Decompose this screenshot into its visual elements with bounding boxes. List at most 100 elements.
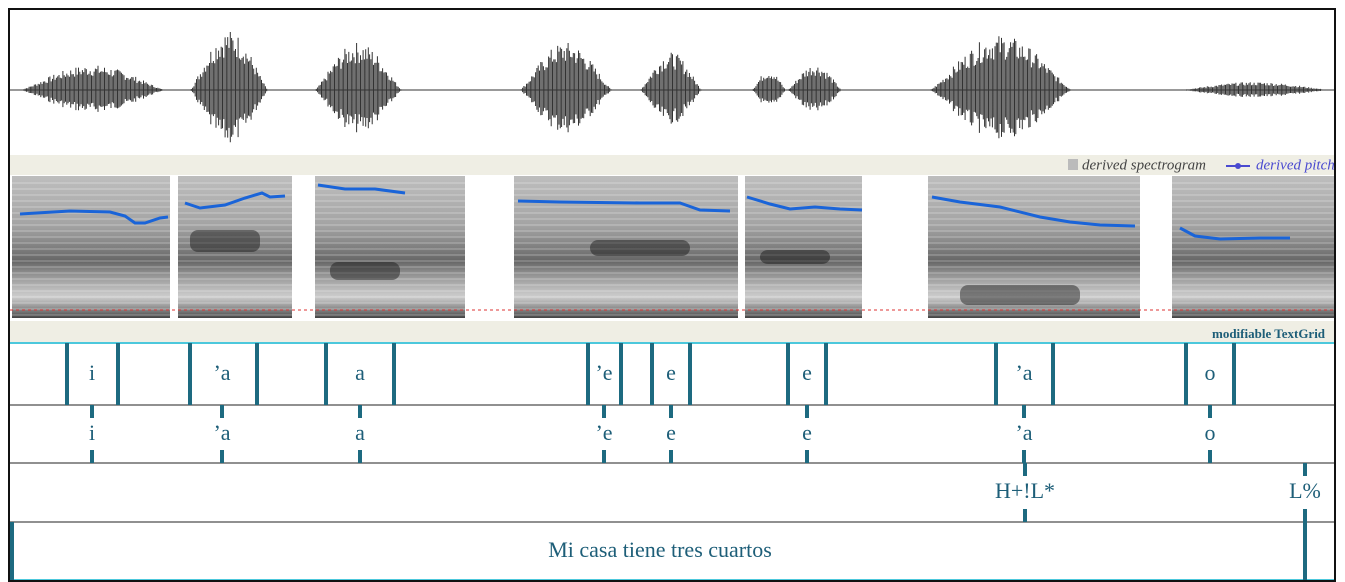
formant-band — [315, 296, 465, 298]
formant-band — [1172, 314, 1335, 316]
formant-band — [315, 218, 465, 220]
formant-band — [12, 200, 170, 202]
point-label: i — [89, 420, 95, 445]
formant-band — [12, 302, 170, 304]
page: derived spectrogram derived pitch modifi… — [0, 0, 1345, 582]
interval-label: a — [355, 360, 365, 385]
point-label: o — [1205, 420, 1216, 445]
formant-band — [315, 182, 465, 184]
formant-band — [178, 212, 292, 214]
pitch-legend: derived pitch — [1256, 157, 1335, 173]
formant-band — [178, 254, 292, 256]
formant-band — [1172, 242, 1335, 244]
formant-band — [178, 302, 292, 304]
formant-band — [1172, 218, 1335, 220]
formant-band — [315, 230, 465, 232]
formant-band — [178, 188, 292, 190]
formant-band — [178, 260, 292, 262]
formant-dark — [330, 262, 400, 280]
formant-band — [12, 272, 170, 274]
formant-band — [178, 266, 292, 268]
formant-band — [1172, 254, 1335, 256]
formant-band — [315, 254, 465, 256]
formant-band — [928, 230, 1140, 232]
formant-band — [12, 242, 170, 244]
formant-band — [315, 224, 465, 226]
formant-band — [1172, 188, 1335, 190]
point-label: ’a — [213, 420, 230, 445]
formant-band — [12, 236, 170, 238]
formant-band — [12, 254, 170, 256]
formant-band — [1172, 200, 1335, 202]
pitch-legend-dot — [1235, 163, 1241, 169]
formant-band — [514, 212, 738, 214]
formant-band — [745, 224, 862, 226]
formant-dark — [590, 240, 690, 256]
formant-band — [514, 266, 738, 268]
interval-label: ’a — [1015, 360, 1032, 385]
formant-band — [928, 182, 1140, 184]
formant-band — [315, 290, 465, 292]
formant-band — [514, 182, 738, 184]
formant-band — [12, 194, 170, 196]
formant-band — [178, 272, 292, 274]
formant-band — [12, 314, 170, 316]
formant-band — [745, 278, 862, 280]
interval-label: e — [666, 360, 676, 385]
formant-band — [178, 278, 292, 280]
formant-band — [178, 218, 292, 220]
formant-band — [745, 230, 862, 232]
formant-band — [514, 194, 738, 196]
textgrid-header — [10, 321, 1335, 343]
formant-band — [1172, 272, 1335, 274]
formant-dark — [190, 230, 260, 252]
formant-band — [745, 242, 862, 244]
interval-label: ’e — [595, 360, 612, 385]
formant-band — [928, 248, 1140, 250]
formant-band — [1172, 296, 1335, 298]
formant-band — [1172, 224, 1335, 226]
formant-band — [928, 278, 1140, 280]
formant-band — [1172, 260, 1335, 262]
formant-band — [514, 290, 738, 292]
formant-band — [1172, 182, 1335, 184]
formant-band — [315, 242, 465, 244]
formant-band — [745, 266, 862, 268]
formant-band — [1172, 230, 1335, 232]
formant-band — [12, 188, 170, 190]
formant-band — [514, 272, 738, 274]
praat-window: derived spectrogram derived pitch modifi… — [0, 0, 1345, 582]
formant-band — [12, 230, 170, 232]
formant-band — [315, 260, 465, 262]
formant-band — [1172, 206, 1335, 208]
formant-band — [745, 296, 862, 298]
point-label: e — [666, 420, 676, 445]
point-label: ’e — [595, 420, 612, 445]
formant-band — [928, 266, 1140, 268]
formant-band — [928, 260, 1140, 262]
formant-band — [1172, 302, 1335, 304]
formant-band — [745, 302, 862, 304]
spectrogram-legend-icon — [1068, 159, 1078, 170]
formant-band — [745, 218, 862, 220]
formant-dark — [960, 285, 1080, 305]
formant-band — [12, 224, 170, 226]
formant-band — [514, 284, 738, 286]
formant-band — [1172, 284, 1335, 286]
formant-band — [178, 314, 292, 316]
formant-band — [928, 188, 1140, 190]
formant-band — [928, 314, 1140, 316]
interval-label: e — [802, 360, 812, 385]
spectrogram-legend: derived spectrogram — [1082, 157, 1206, 173]
formant-band — [12, 278, 170, 280]
point-label: a — [355, 420, 365, 445]
formant-band — [928, 236, 1140, 238]
formant-band — [1172, 248, 1335, 250]
formant-band — [514, 308, 738, 310]
formant-band — [928, 212, 1140, 214]
formant-band — [315, 200, 465, 202]
formant-band — [928, 218, 1140, 220]
formant-band — [12, 182, 170, 184]
textgrid-label: modifiable TextGrid — [1212, 326, 1326, 341]
formant-band — [178, 284, 292, 286]
